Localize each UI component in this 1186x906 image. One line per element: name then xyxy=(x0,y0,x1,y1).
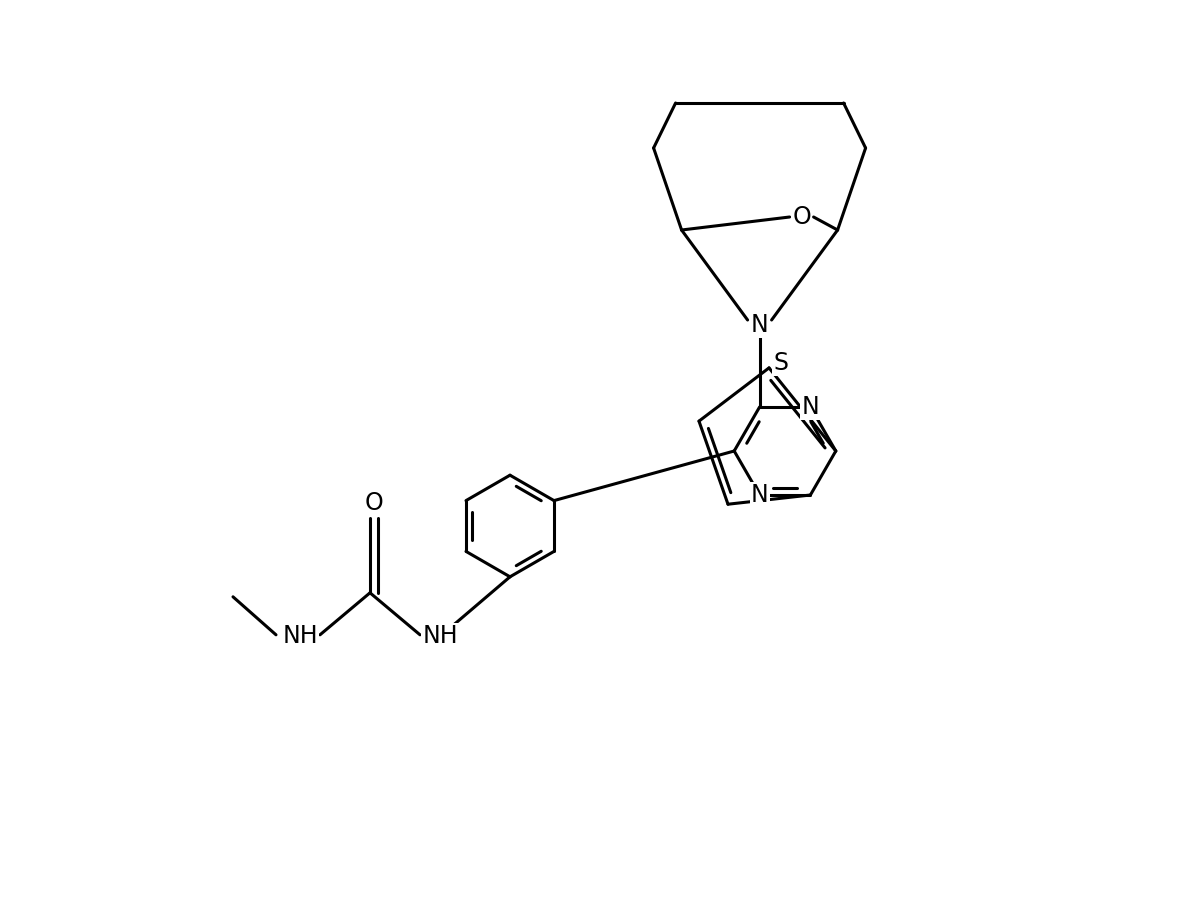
Text: S: S xyxy=(773,351,789,375)
Text: NH: NH xyxy=(282,624,318,648)
Text: O: O xyxy=(792,205,811,229)
Text: N: N xyxy=(751,313,769,337)
Text: NH: NH xyxy=(422,624,458,648)
Text: N: N xyxy=(802,395,820,419)
Text: O: O xyxy=(364,491,383,515)
Text: N: N xyxy=(751,483,769,507)
